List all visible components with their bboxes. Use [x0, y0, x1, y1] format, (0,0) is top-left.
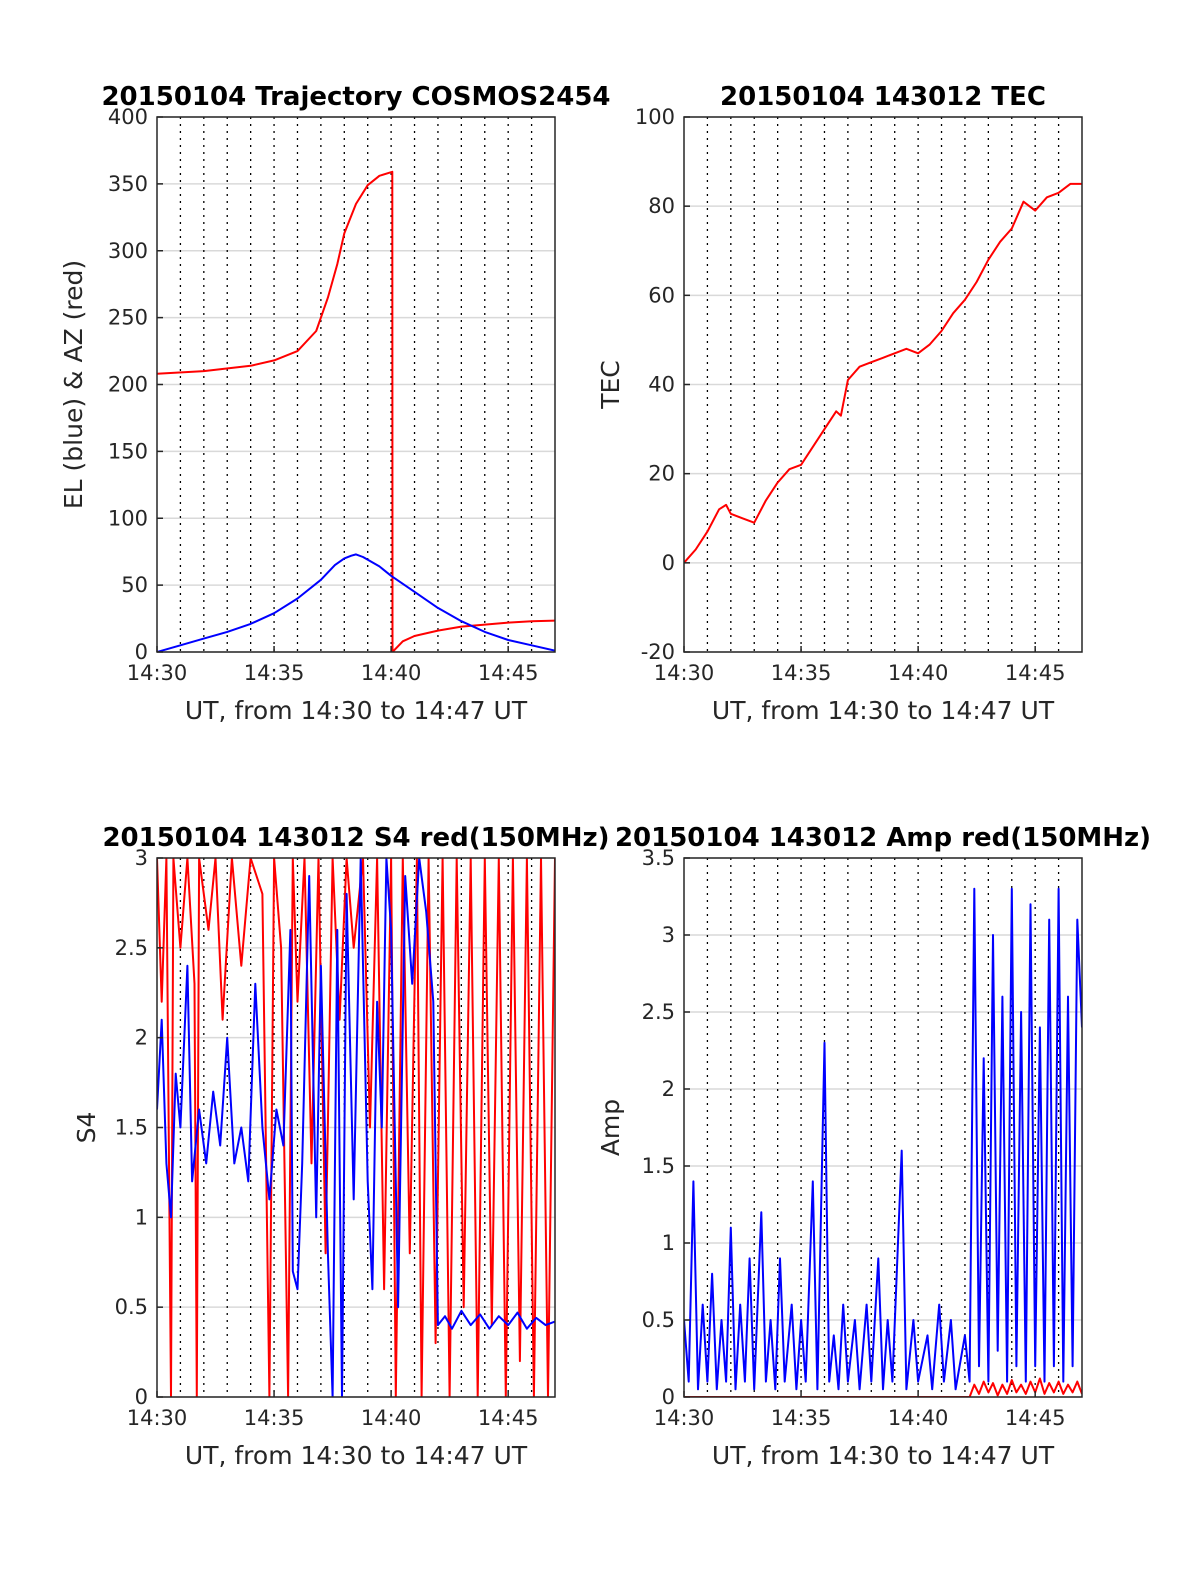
trajectory-y-tick-label: 300 [108, 239, 148, 263]
s4-y-tick-label: 0 [135, 1385, 148, 1409]
trajectory-y-tick-label: 400 [108, 105, 148, 129]
amp-y-tick-label: 3.5 [642, 846, 675, 870]
tec-y-tick-label: 100 [635, 105, 675, 129]
s4-series-blue [157, 858, 555, 1397]
s4-y-tick-label: 3 [135, 846, 148, 870]
amp-y-tick-label: 0 [662, 1385, 675, 1409]
amp-x-tick-label: 14:35 [771, 1406, 832, 1430]
s4-series-red [157, 858, 555, 1397]
trajectory-y-label: EL (blue) & AZ (red) [59, 260, 88, 509]
s4-y-tick-label: 2 [135, 1026, 148, 1050]
amp-y-tick-label: 1 [662, 1231, 675, 1255]
tec-y-tick-label: 80 [648, 194, 675, 218]
amp-title: 20150104 143012 Amp red(150MHz) [615, 823, 1151, 853]
trajectory-x-tick-label: 14:35 [244, 661, 305, 685]
trajectory-x-tick-label: 14:40 [361, 661, 422, 685]
tec-y-tick-label: 40 [648, 373, 675, 397]
s4-y-tick-label: 1.5 [115, 1116, 148, 1140]
s4-x-tick-label: 14:35 [244, 1406, 305, 1430]
tec-x-label: UT, from 14:30 to 14:47 UT [712, 696, 1055, 725]
amp-x-label: UT, from 14:30 to 14:47 UT [712, 1441, 1055, 1470]
amp-y-tick-label: 3 [662, 923, 675, 947]
tec-y-tick-label: 60 [648, 283, 675, 307]
trajectory-series-blue [157, 553, 555, 652]
s4-x-label: UT, from 14:30 to 14:47 UT [185, 1441, 528, 1470]
s4-y-label: S4 [72, 1112, 101, 1144]
amp-y-tick-label: 2 [662, 1077, 675, 1101]
s4-y-tick-label: 2.5 [115, 936, 148, 960]
trajectory-x-label: UT, from 14:30 to 14:47 UT [185, 696, 528, 725]
tec-x-tick-label: 14:40 [888, 661, 949, 685]
amp-axes-box [683, 857, 1083, 1398]
s4-y-tick-label: 1 [135, 1205, 148, 1229]
amp-series-red [684, 1377, 1082, 1397]
trajectory-panel: 14:30 14:35 14:40 14:45 0 50 100 150 200 250 300 35… [59, 82, 611, 725]
tec-series-red [684, 182, 1082, 564]
s4-x-tick-label: 14:30 [127, 1406, 188, 1430]
amp-x-tick-label: 14:40 [888, 1406, 949, 1430]
amp-series-blue [684, 887, 1082, 1391]
amp-y-tick-label: 0.5 [642, 1308, 675, 1332]
amp-panel: 14:30 14:35 14:40 14:45 0 0.5 1 1.5 2 2.5 3 3.52015… [596, 823, 1151, 1470]
tec-x-tick-label: 14:45 [1005, 661, 1066, 685]
trajectory-y-tick-label: 100 [108, 506, 148, 530]
tec-panel: 14:30 14:35 14:40 14:45 -20 0 20 40 60 80 100 20150… [596, 82, 1083, 725]
trajectory-y-tick-label: 250 [108, 306, 148, 330]
tec-y-tick-label: 0 [662, 551, 675, 575]
tec-title: 20150104 143012 TEC [720, 82, 1046, 112]
amp-x-tick-label: 14:45 [1005, 1406, 1066, 1430]
trajectory-y-tick-label: 150 [108, 439, 148, 463]
s4-x-tick-label: 14:40 [361, 1406, 422, 1430]
amp-y-label: Amp [596, 1099, 625, 1156]
trajectory-y-tick-label: 350 [108, 172, 148, 196]
trajectory-y-tick-label: 200 [108, 373, 148, 397]
s4-x-tick-label: 14:45 [478, 1406, 539, 1430]
s4-title: 20150104 143012 S4 red(150MHz) [102, 823, 609, 853]
amp-x-tick-label: 14:30 [654, 1406, 715, 1430]
tec-y-tick-label: 20 [648, 462, 675, 486]
tec-x-tick-label: 14:30 [654, 661, 715, 685]
amp-y-tick-label: 1.5 [642, 1154, 675, 1178]
trajectory-y-tick-label: 50 [121, 573, 148, 597]
amp-y-tick-label: 2.5 [642, 1000, 675, 1024]
s4-y-tick-label: 0.5 [115, 1295, 148, 1319]
s4-panel: 14:30 14:35 14:40 14:45 0 0.5 1 1.5 2 2.5 32015010… [72, 823, 610, 1470]
trajectory-x-tick-label: 14:30 [127, 661, 188, 685]
trajectory-x-tick-label: 14:45 [478, 661, 539, 685]
trajectory-y-tick-label: 0 [135, 640, 148, 664]
tec-y-label: TEC [596, 360, 625, 410]
trajectory-title: 20150104 Trajectory COSMOS2454 [101, 82, 610, 112]
tec-y-tick-label: -20 [641, 640, 675, 664]
tec-x-tick-label: 14:35 [771, 661, 832, 685]
